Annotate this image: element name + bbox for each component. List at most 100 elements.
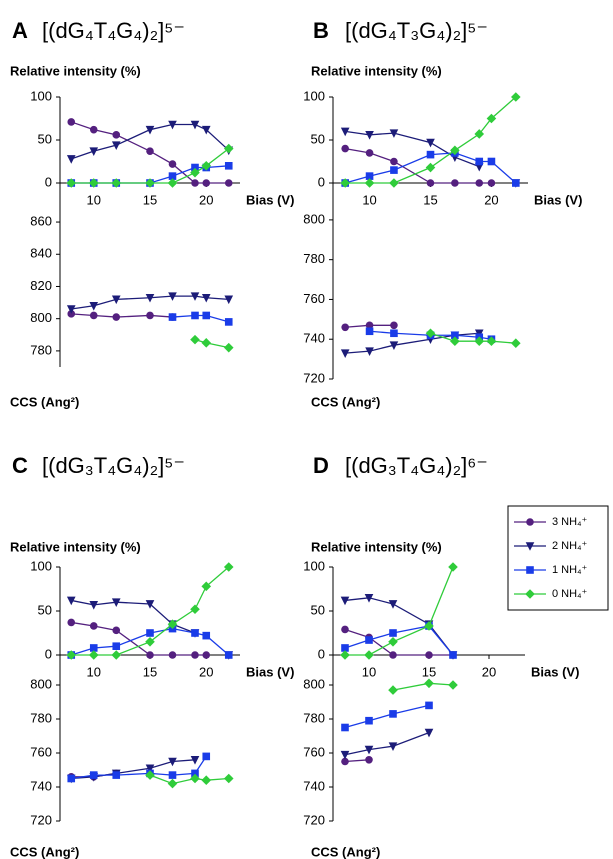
y-axis-title: CCS (Ang²) [311, 394, 380, 409]
marker [340, 178, 350, 188]
series-line [344, 731, 430, 756]
y-tick-label: 780 [303, 251, 325, 266]
marker [365, 636, 373, 644]
legend-box [507, 505, 609, 611]
panel-letter: C [12, 453, 28, 478]
marker [224, 295, 234, 305]
marker [202, 179, 211, 187]
x-axis-title: Bias (V) [246, 664, 294, 679]
marker [451, 179, 459, 187]
marker [89, 311, 98, 320]
series-line [345, 332, 480, 354]
marker [201, 293, 211, 303]
marker [89, 125, 98, 134]
marker [365, 172, 374, 180]
y-tick-label: 800 [30, 676, 52, 691]
marker [512, 179, 520, 187]
marker [145, 764, 155, 774]
marker [364, 594, 374, 603]
series-line [172, 314, 229, 323]
y-tick-label: 800 [30, 310, 52, 325]
marker [448, 562, 458, 572]
y-tick-label: 100 [30, 88, 52, 103]
marker [112, 771, 121, 779]
marker [202, 631, 211, 640]
marker [424, 678, 434, 689]
y-tick-label: 740 [30, 778, 52, 793]
y-tick-label: 780 [30, 342, 52, 357]
y-tick-label: 50 [38, 602, 52, 617]
marker [146, 311, 154, 320]
marker [111, 650, 122, 660]
y-tick-label: 0 [45, 646, 52, 661]
marker [390, 157, 398, 166]
legend-label: 1 NH₄⁺ [552, 564, 588, 576]
marker [202, 752, 211, 761]
marker [474, 129, 485, 139]
marker [389, 629, 397, 637]
marker [190, 292, 200, 301]
marker [224, 318, 233, 326]
x-axis-title: Bias (V) [534, 192, 582, 207]
marker [191, 163, 199, 172]
marker [145, 637, 155, 647]
marker [390, 321, 398, 330]
x-tick-label: 10 [362, 664, 376, 679]
x-tick-label: 20 [482, 664, 496, 679]
series-line [344, 704, 430, 729]
marker [224, 179, 233, 187]
series-line [345, 566, 454, 656]
legend-label: 3 NH₄⁺ [552, 516, 588, 528]
marker [448, 680, 458, 690]
y-tick-label: 760 [30, 744, 52, 759]
marker [145, 178, 155, 188]
marker [450, 145, 460, 156]
marker [191, 629, 199, 637]
marker [67, 310, 76, 318]
marker [112, 626, 121, 635]
marker [66, 178, 77, 188]
marker [474, 336, 485, 347]
marker [145, 770, 155, 780]
marker [526, 518, 534, 526]
marker [88, 178, 99, 188]
y-tick-label: 800 [303, 211, 325, 226]
marker [145, 600, 155, 609]
marker [487, 157, 496, 166]
y-tick-label: 0 [318, 174, 325, 189]
x-tick-label: 15 [143, 192, 157, 207]
y-tick-label: 840 [30, 246, 52, 261]
series-line [392, 682, 454, 691]
marker [424, 621, 434, 631]
y-axis-title: Relative intensity (%) [10, 539, 141, 554]
series-line [344, 625, 454, 656]
y-tick-label: 720 [303, 812, 325, 827]
marker [168, 757, 177, 767]
y-tick-label: 0 [318, 646, 325, 661]
y-tick-label: 100 [303, 88, 325, 103]
marker [112, 313, 121, 321]
marker [486, 336, 497, 347]
y-tick-label: 720 [303, 370, 325, 385]
panel-letter: A [12, 18, 28, 43]
marker [224, 651, 233, 659]
x-tick-label: 15 [143, 664, 157, 679]
marker [201, 161, 212, 171]
marker [341, 757, 349, 766]
marker [389, 651, 397, 659]
panel-title: [(dG₄T₄G₄)₂]⁵⁻ [42, 18, 185, 43]
marker [425, 162, 436, 173]
marker [111, 295, 121, 305]
x-tick-label: 10 [362, 192, 376, 207]
y-tick-label: 820 [30, 278, 52, 293]
marker [388, 742, 398, 751]
marker [340, 596, 350, 606]
marker [340, 650, 350, 660]
marker [146, 147, 154, 155]
marker [224, 162, 233, 170]
marker [486, 113, 497, 124]
y-tick-label: 100 [303, 558, 325, 573]
marker [201, 125, 211, 135]
marker [365, 756, 373, 764]
marker [190, 604, 200, 615]
